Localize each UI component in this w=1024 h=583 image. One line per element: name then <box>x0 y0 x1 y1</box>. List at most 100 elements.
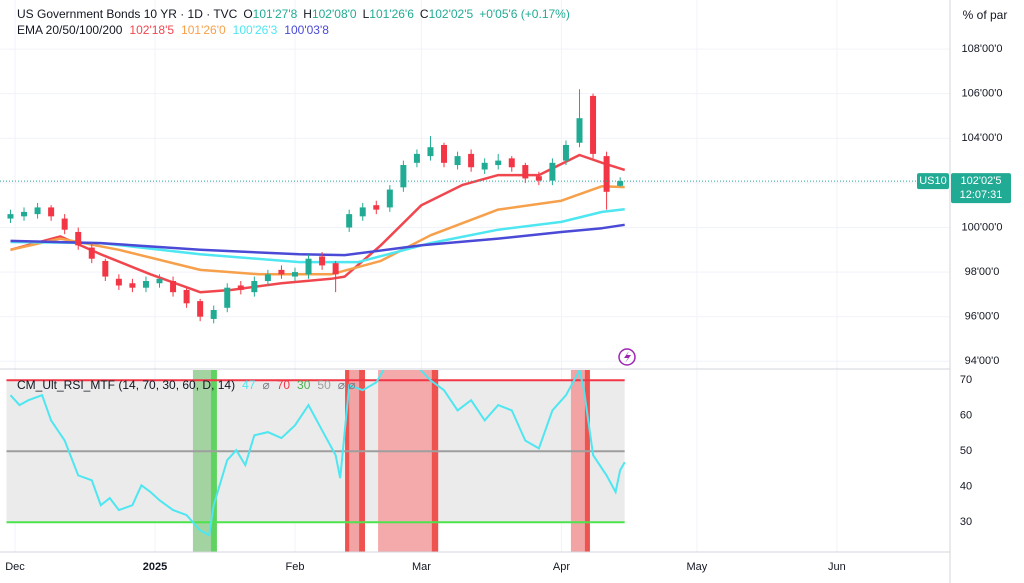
candle-body <box>170 281 177 293</box>
candle-body <box>576 118 583 143</box>
candle-body <box>264 274 271 282</box>
x-tick-label: Dec <box>5 561 25 573</box>
candle-body <box>129 283 136 288</box>
rsi-mark: ⌀ <box>262 378 269 392</box>
candle-body <box>305 258 312 275</box>
rsi-mark: ⌀ ⌀ <box>338 378 356 392</box>
candle-body <box>102 260 109 277</box>
ohlc-value: 101'26'6 <box>369 7 414 21</box>
y-tick-label: 100'00'0 <box>962 221 1003 233</box>
candle-body <box>590 95 597 154</box>
candle-body <box>21 211 28 217</box>
rsi-zone <box>378 370 439 552</box>
rsi-level-label: 50 <box>317 378 331 392</box>
ohlc-value: 101'27'8 <box>253 7 298 21</box>
candle-body <box>427 147 434 157</box>
candle-body <box>359 207 366 217</box>
change: +0'05'6 (+0.17%) <box>479 7 570 21</box>
ema-line <box>10 207 625 264</box>
candle-body <box>562 144 569 161</box>
x-tick-label: Feb <box>286 561 305 573</box>
candle-body <box>549 162 556 181</box>
rsi-tick-label: 30 <box>960 516 972 528</box>
candle-body <box>34 207 41 215</box>
candle-body <box>454 156 461 166</box>
candle-body <box>183 289 190 304</box>
rsi-zone <box>192 370 217 552</box>
candle-body <box>441 144 448 163</box>
ema-value: 100'03'8 <box>284 23 329 37</box>
candle-body <box>535 176 542 181</box>
y-tick-label: 98'00'0 <box>965 266 1000 278</box>
rsi-zone <box>210 370 217 552</box>
candle-body <box>7 214 14 219</box>
ohlc-value: 102'08'0 <box>312 7 357 21</box>
x-tick-label: Mar <box>412 561 431 573</box>
candle-body <box>210 310 217 319</box>
rsi-zone <box>359 370 365 552</box>
rsi-tick-label: 50 <box>960 445 972 457</box>
candle-body <box>224 287 231 308</box>
legend-title: US Government Bonds 10 YR · 1D · TVC <box>17 7 238 21</box>
ema-value: 100'26'3 <box>233 23 278 37</box>
alert-icon[interactable] <box>618 348 636 366</box>
candle-body <box>617 181 624 186</box>
candle-body <box>291 272 298 277</box>
candle-body <box>603 156 610 192</box>
axis-unit: % of par <box>963 8 1008 22</box>
rsi-tick-label: 60 <box>960 410 972 422</box>
candle-body <box>156 278 163 284</box>
ohlc-value: 102'02'5 <box>429 7 474 21</box>
rsi-zone <box>431 370 439 552</box>
price-tag-text: 102'02'5 <box>961 175 1002 187</box>
y-tick-label: 96'00'0 <box>965 311 1000 323</box>
y-tick-label: 104'00'0 <box>962 132 1003 144</box>
rsi-zone <box>345 370 350 552</box>
x-tick-label: 2025 <box>143 561 167 573</box>
x-tick-label: May <box>687 561 708 573</box>
legend-row: EMA 20/50/100/200 102'18'5 101'26'0 100'26'… <box>17 23 329 37</box>
candle-body <box>373 205 380 210</box>
candle-body <box>142 281 149 288</box>
ohlc-label: L <box>363 7 370 21</box>
alert-circle[interactable] <box>618 348 636 366</box>
y-tick-label: 106'00'0 <box>962 88 1003 100</box>
rsi-value: 47 <box>242 378 256 392</box>
candle-body <box>508 158 515 168</box>
candle-body <box>481 162 488 170</box>
ohlc-label: O <box>243 7 252 21</box>
ema-value: 102'18'5 <box>129 23 174 37</box>
candle-body <box>278 269 285 275</box>
legend-row: CM_Ult_RSI_MTF (14, 70, 30, 60, D, 14) 47… <box>17 378 356 392</box>
price-tag <box>951 173 1011 204</box>
rsi-zone <box>584 370 590 552</box>
symbol-tag-text: US10 <box>919 175 947 187</box>
x-tick-label: Apr <box>553 561 570 573</box>
candle-body <box>522 165 529 179</box>
y-tick-label: 94'00'0 <box>965 355 1000 367</box>
ema-title: EMA 20/50/100/200 <box>17 23 123 37</box>
rsi-level-label: 70 <box>277 378 291 392</box>
symbol-tag <box>917 173 949 190</box>
candle-body <box>237 285 244 290</box>
candle-body <box>400 165 407 188</box>
ema-value: 101'26'0 <box>181 23 226 37</box>
candle-body <box>346 214 353 228</box>
candle-body <box>332 263 339 275</box>
rsi-title: CM_Ult_RSI_MTF (14, 70, 30, 60, D, 14) <box>17 378 235 392</box>
ohlc-label: H <box>303 7 312 21</box>
candle-body <box>468 153 475 168</box>
alert-bolt[interactable] <box>624 351 631 363</box>
rsi-tick-label: 70 <box>960 374 972 386</box>
candle-body <box>386 189 393 208</box>
ema-line <box>10 184 625 276</box>
candle-body <box>48 207 55 217</box>
legend-row: US Government Bonds 10 YR · 1D · TVC O101… <box>17 7 570 21</box>
candle-body <box>61 218 68 230</box>
candle-body <box>251 281 258 293</box>
ema-line <box>10 223 625 257</box>
candle-body <box>88 247 95 259</box>
candle-body <box>75 231 82 246</box>
rsi-level-label: 30 <box>297 378 311 392</box>
